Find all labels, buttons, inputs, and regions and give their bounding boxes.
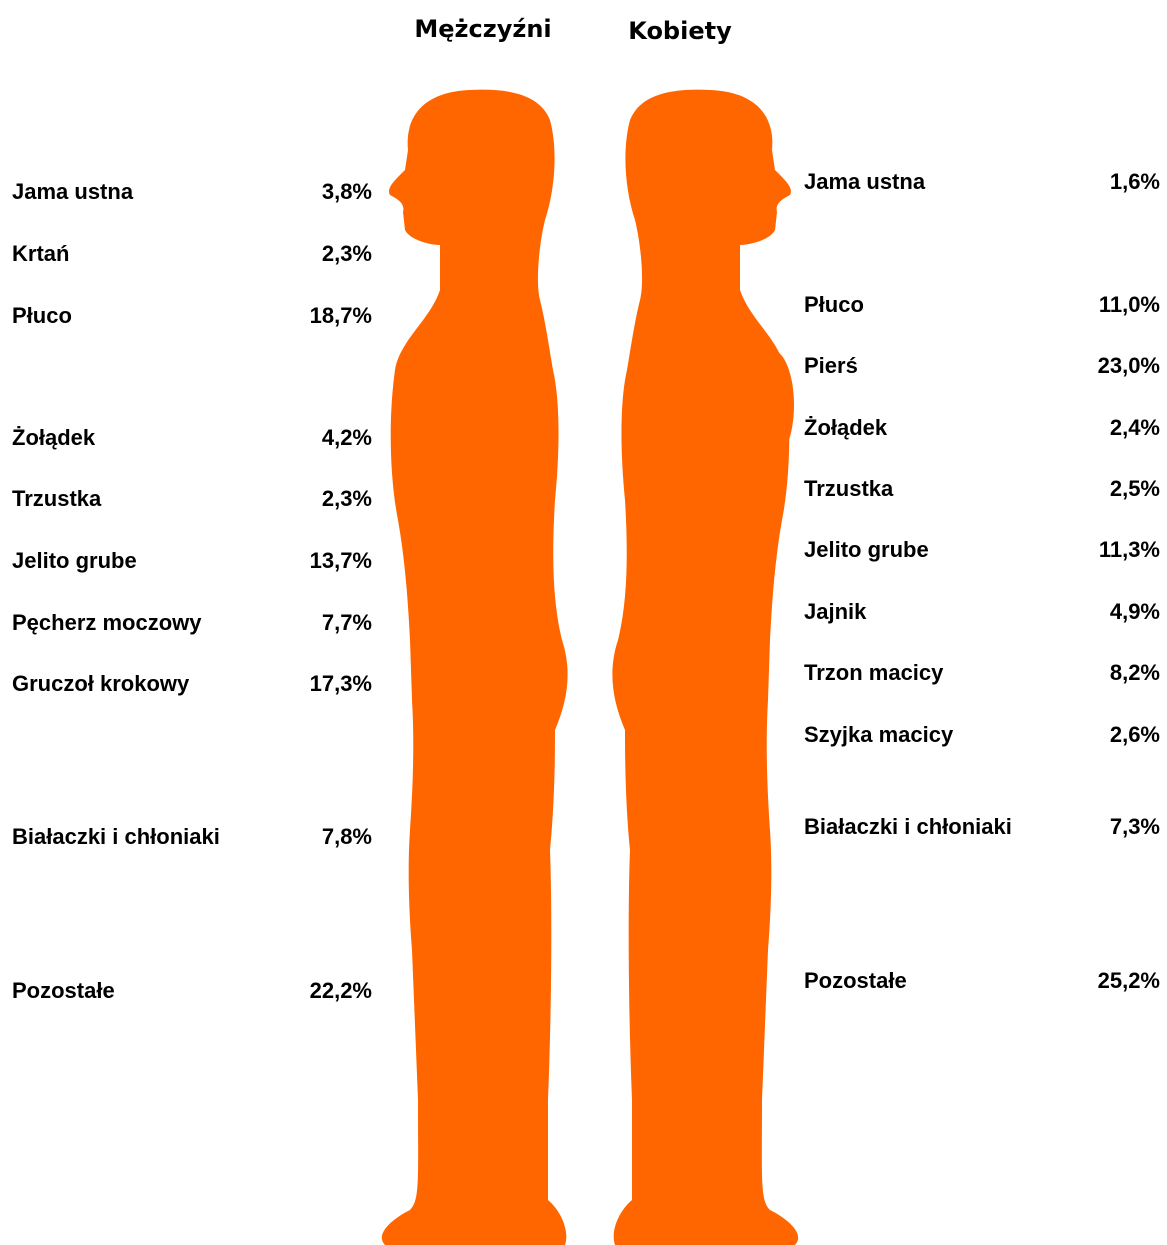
site-label: Pierś bbox=[804, 353, 858, 378]
site-label: Krtań bbox=[12, 241, 69, 266]
site-label: Jama ustna bbox=[804, 169, 926, 194]
site-label: Trzustka bbox=[12, 486, 102, 511]
site-value: 7,8% bbox=[322, 824, 372, 849]
site-label: Trzustka bbox=[804, 476, 894, 501]
site-label: Żołądek bbox=[804, 415, 888, 440]
site-value: 2,3% bbox=[322, 486, 372, 511]
site-label: Pozostałe bbox=[12, 978, 115, 1003]
site-value: 7,3% bbox=[1110, 814, 1160, 839]
site-label: Białaczki i chłoniaki bbox=[804, 814, 1012, 839]
site-value: 23,0% bbox=[1098, 353, 1160, 378]
site-value: 7,7% bbox=[322, 610, 372, 635]
site-label: Szyjka macicy bbox=[804, 722, 954, 747]
male-silhouette bbox=[381, 89, 568, 1245]
site-value: 25,2% bbox=[1098, 968, 1160, 993]
site-label: Białaczki i chłoniaki bbox=[12, 824, 220, 849]
site-label: Jelito grube bbox=[804, 537, 929, 562]
female-silhouette bbox=[612, 89, 799, 1245]
site-value: 18,7% bbox=[310, 303, 372, 328]
site-value: 2,5% bbox=[1110, 476, 1160, 501]
site-label: Pęcherz moczowy bbox=[12, 610, 202, 635]
female-body bbox=[612, 89, 799, 1245]
site-label: Płuco bbox=[12, 303, 72, 328]
site-value: 22,2% bbox=[310, 978, 372, 1003]
site-value: 1,6% bbox=[1110, 169, 1160, 194]
site-value: 3,8% bbox=[322, 179, 372, 204]
site-value: 2,3% bbox=[322, 241, 372, 266]
men-title: Mężczyźni bbox=[414, 15, 551, 43]
site-value: 4,2% bbox=[322, 425, 372, 450]
site-label: Trzon macicy bbox=[804, 660, 944, 685]
women-title: Kobiety bbox=[628, 17, 732, 45]
site-label: Gruczoł krokowy bbox=[12, 671, 190, 696]
site-label: Jama ustna bbox=[12, 179, 134, 204]
site-value: 8,2% bbox=[1110, 660, 1160, 685]
site-value: 11,3% bbox=[1099, 537, 1160, 562]
female-breast bbox=[750, 350, 794, 460]
site-label: Płuco bbox=[804, 292, 864, 317]
site-label: Żołądek bbox=[12, 425, 96, 450]
site-label: Jelito grube bbox=[12, 548, 137, 573]
site-value: 17,3% bbox=[310, 671, 372, 696]
site-value: 13,7% bbox=[310, 548, 372, 573]
site-value: 2,4% bbox=[1110, 415, 1160, 440]
site-label: Jajnik bbox=[804, 599, 867, 624]
site-label: Pozostałe bbox=[804, 968, 907, 993]
site-value: 4,9% bbox=[1110, 599, 1160, 624]
site-value: 11,0% bbox=[1099, 292, 1160, 317]
site-value: 2,6% bbox=[1110, 722, 1160, 747]
